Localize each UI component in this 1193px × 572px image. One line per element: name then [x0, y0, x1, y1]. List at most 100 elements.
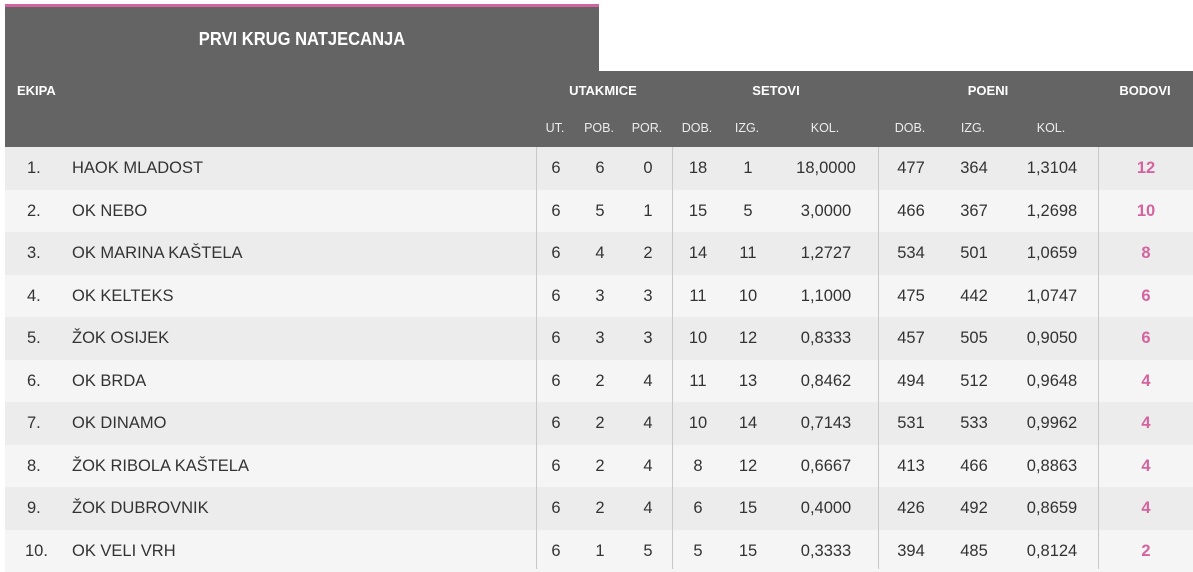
ut-cell: 6 — [551, 147, 560, 190]
por-cell: 0 — [643, 147, 652, 190]
por-cell: 4 — [643, 445, 652, 488]
rank-cell: 1. — [27, 147, 41, 190]
team-name: HAOK MLADOST — [72, 147, 203, 190]
set-kol-cell: 0,3333 — [801, 530, 851, 572]
bodovi-cell: 12 — [1137, 147, 1155, 190]
poeni-kol-cell: 0,8124 — [1027, 530, 1077, 572]
bodovi-cell: 4 — [1141, 445, 1150, 488]
set-kol-cell: 1,1000 — [801, 275, 851, 318]
column-divider-utakmice — [536, 147, 537, 569]
por-cell: 1 — [643, 190, 652, 233]
poeni-dob-cell: 466 — [897, 190, 925, 233]
header-poeni-izg: IZG. — [961, 121, 985, 135]
header-poeni: POENI — [968, 83, 1008, 98]
set-izg-cell: 1 — [743, 147, 752, 190]
pob-cell: 6 — [595, 147, 604, 190]
pob-cell: 1 — [595, 530, 604, 572]
poeni-izg-cell: 492 — [960, 487, 988, 530]
set-izg-cell: 15 — [739, 530, 757, 572]
poeni-izg-cell: 485 — [960, 530, 988, 572]
poeni-dob-cell: 477 — [897, 147, 925, 190]
bodovi-cell: 10 — [1137, 190, 1155, 233]
ut-cell: 6 — [551, 190, 560, 233]
header-pob: POB. — [584, 121, 614, 135]
header-bodovi: BODOVI — [1119, 83, 1170, 98]
bodovi-cell: 4 — [1141, 402, 1150, 445]
poeni-kol-cell: 1,0659 — [1027, 232, 1077, 275]
set-kol-cell: 1,2727 — [801, 232, 851, 275]
ut-cell: 6 — [551, 232, 560, 275]
set-dob-cell: 10 — [689, 317, 707, 360]
set-izg-cell: 10 — [739, 275, 757, 318]
bodovi-cell: 2 — [1141, 530, 1150, 572]
pob-cell: 2 — [595, 487, 604, 530]
bodovi-cell: 8 — [1141, 232, 1150, 275]
set-izg-cell: 13 — [739, 360, 757, 403]
rank-cell: 7. — [27, 402, 41, 445]
por-cell: 3 — [643, 275, 652, 318]
poeni-kol-cell: 1,0747 — [1027, 275, 1077, 318]
header-setovi: SETOVI — [752, 83, 799, 98]
set-dob-cell: 11 — [689, 360, 706, 403]
poeni-kol-cell: 0,9962 — [1027, 402, 1077, 445]
ut-cell: 6 — [551, 317, 560, 360]
rank-cell: 10. — [25, 530, 48, 572]
ut-cell: 6 — [551, 402, 560, 445]
set-kol-cell: 0,7143 — [801, 402, 851, 445]
por-cell: 4 — [643, 487, 652, 530]
header-ut: UT. — [546, 121, 565, 135]
pob-cell: 3 — [595, 275, 604, 318]
por-cell: 2 — [643, 232, 652, 275]
set-izg-cell: 14 — [739, 402, 757, 445]
rank-cell: 3. — [27, 232, 41, 275]
title-tab: PRVI KRUG NATJECANJA — [5, 4, 599, 71]
set-dob-cell: 5 — [693, 530, 702, 572]
set-kol-cell: 3,0000 — [801, 190, 851, 233]
header-por: POR. — [632, 121, 663, 135]
poeni-kol-cell: 0,8863 — [1027, 445, 1077, 488]
set-kol-cell: 18,0000 — [796, 147, 856, 190]
poeni-dob-cell: 413 — [897, 445, 925, 488]
set-dob-cell: 15 — [689, 190, 707, 233]
set-kol-cell: 0,4000 — [801, 487, 851, 530]
set-dob-cell: 10 — [689, 402, 707, 445]
poeni-dob-cell: 534 — [897, 232, 925, 275]
por-cell: 4 — [643, 360, 652, 403]
poeni-kol-cell: 0,8659 — [1027, 487, 1077, 530]
team-name: OK BRDA — [72, 360, 146, 403]
set-kol-cell: 0,6667 — [801, 445, 851, 488]
set-kol-cell: 0,8333 — [801, 317, 851, 360]
poeni-dob-cell: 475 — [897, 275, 925, 318]
column-divider-setovi — [672, 147, 673, 569]
header-ekipa: EKIPA — [17, 83, 56, 98]
table-title: PRVI KRUG NATJECANJA — [29, 7, 575, 71]
column-divider-bodovi — [1098, 147, 1099, 569]
table-header: EKIPA UTAKMICE SETOVI POENI BODOVI UT. P… — [5, 71, 1193, 147]
pob-cell: 5 — [595, 190, 604, 233]
column-divider-poeni — [878, 147, 879, 569]
poeni-izg-cell: 364 — [960, 147, 988, 190]
poeni-kol-cell: 1,3104 — [1027, 147, 1077, 190]
rank-cell: 8. — [27, 445, 41, 488]
por-cell: 5 — [643, 530, 652, 572]
set-dob-cell: 6 — [693, 487, 702, 530]
pob-cell: 4 — [595, 232, 604, 275]
header-poeni-kol: KOL. — [1037, 121, 1066, 135]
header-set-izg: IZG. — [735, 121, 759, 135]
pob-cell: 3 — [595, 317, 604, 360]
header-utakmice: UTAKMICE — [569, 83, 637, 98]
set-izg-cell: 15 — [739, 487, 757, 530]
poeni-izg-cell: 442 — [960, 275, 988, 318]
pob-cell: 2 — [595, 402, 604, 445]
pob-cell: 2 — [595, 360, 604, 403]
set-dob-cell: 18 — [689, 147, 707, 190]
rank-cell: 9. — [27, 487, 41, 530]
por-cell: 3 — [643, 317, 652, 360]
